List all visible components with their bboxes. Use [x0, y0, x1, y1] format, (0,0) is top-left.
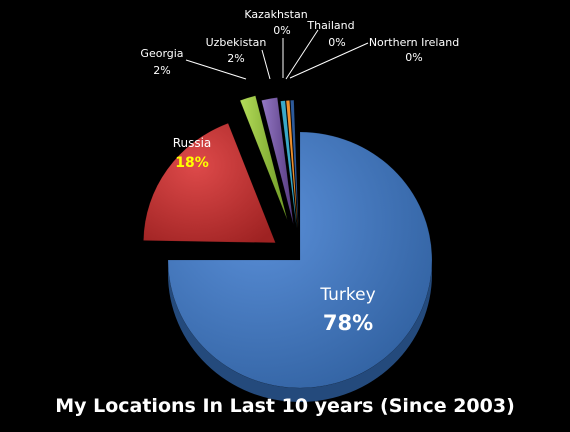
slice-label-russia-value: 18%	[175, 155, 209, 171]
pie-slice-turkey	[167, 131, 433, 389]
pie-slice-uzbekistan	[261, 97, 294, 225]
leader-line-georgia	[185, 59, 247, 80]
slice-label-russia-name: Russia	[173, 136, 212, 150]
pie-slice-georgia	[239, 95, 288, 221]
slice-label-northern-ireland-name: Northern Ireland	[369, 36, 459, 49]
slice-label-turkey-name: Turkey	[319, 285, 375, 305]
pie-slice-northern-ireland	[290, 99, 299, 229]
slice-label-thailand-name: Thailand	[306, 19, 354, 32]
chart-title: My Locations In Last 10 years (Since 200…	[55, 395, 515, 417]
slice-label-northern-ireland-value: 0%	[405, 51, 422, 64]
slice-label-kazakhstan-name: Kazakhstan	[244, 8, 307, 21]
slice-label-thailand-value: 0%	[328, 36, 345, 49]
pie-slice-russia	[143, 122, 276, 244]
pie-slice-kazakhstan	[280, 100, 297, 229]
slice-label-kazakhstan-value: 0%	[273, 24, 290, 37]
slices-layer	[143, 95, 433, 402]
pie-slice-thailand	[285, 100, 298, 229]
slice-label-uzbekistan-value: 2%	[227, 52, 244, 65]
slice-label-georgia-value: 2%	[153, 64, 170, 77]
labels-layer: Turkey 78% Russia 18% Georgia 2% Uzbekistan 2% K…	[140, 8, 459, 335]
slice-label-uzbekistan-name: Uzbekistan	[206, 36, 267, 49]
slice-label-turkey-value: 78%	[323, 311, 373, 335]
leader-line-thailand	[285, 29, 319, 80]
slice-label-georgia-name: Georgia	[140, 47, 183, 60]
leader-line-uzbekistan	[261, 49, 271, 80]
leader-line-northern-ireland	[289, 42, 369, 79]
